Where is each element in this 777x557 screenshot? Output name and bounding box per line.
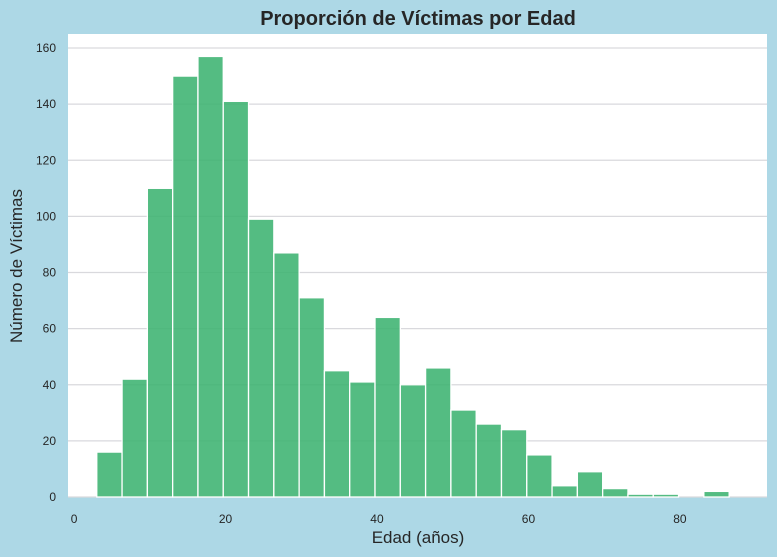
histogram-bar (399, 384, 427, 498)
histogram-bar (475, 423, 503, 498)
y-tick-label: 160 (36, 41, 56, 55)
y-tick-label: 100 (36, 209, 56, 223)
x-tick-label: 20 (219, 512, 233, 526)
y-tick-label: 140 (36, 97, 56, 111)
x-tick-label: 80 (673, 512, 687, 526)
histogram-bar (576, 471, 604, 498)
x-tick-label: 60 (522, 512, 536, 526)
histogram-bar (197, 55, 224, 498)
histogram-bar (703, 490, 730, 498)
histogram-bar (323, 370, 351, 498)
y-tick-label: 0 (49, 490, 56, 504)
x-tick-labels: 0 20 40 60 80 (71, 512, 687, 526)
histogram-bar (374, 316, 401, 498)
histogram-bar (602, 487, 629, 498)
histogram-bar (222, 100, 250, 498)
histogram-bar (500, 429, 528, 498)
x-axis-label: Edad (años) (372, 528, 465, 547)
histogram-bars (96, 55, 730, 498)
histogram-bar (424, 367, 452, 498)
histogram-bar (96, 451, 123, 498)
histogram-bar (551, 485, 579, 498)
y-axis-label: Número de Víctimas (7, 189, 26, 343)
histogram-bar (450, 409, 477, 498)
histogram-bar (652, 493, 680, 498)
histogram-bar (273, 252, 300, 498)
x-tick-label: 0 (71, 512, 78, 526)
y-tick-label: 40 (43, 378, 57, 392)
y-tick-label: 60 (43, 322, 57, 336)
y-tick-label: 120 (36, 153, 56, 167)
histogram-bar (172, 75, 199, 498)
histogram-bar (349, 381, 376, 498)
x-tick-label: 40 (370, 512, 384, 526)
y-tick-label: 80 (43, 266, 57, 280)
histogram-bar (247, 218, 275, 498)
histogram-bar (526, 454, 553, 498)
histogram-bar (298, 297, 326, 498)
y-tick-label: 20 (43, 434, 57, 448)
histogram-bar (121, 378, 149, 498)
histogram-bar (627, 493, 654, 498)
y-tick-labels: 0 20 40 60 80 100 120 140 160 (36, 41, 56, 504)
histogram-bar (146, 187, 174, 498)
chart-title: Proporción de Víctimas por Edad (260, 8, 576, 30)
